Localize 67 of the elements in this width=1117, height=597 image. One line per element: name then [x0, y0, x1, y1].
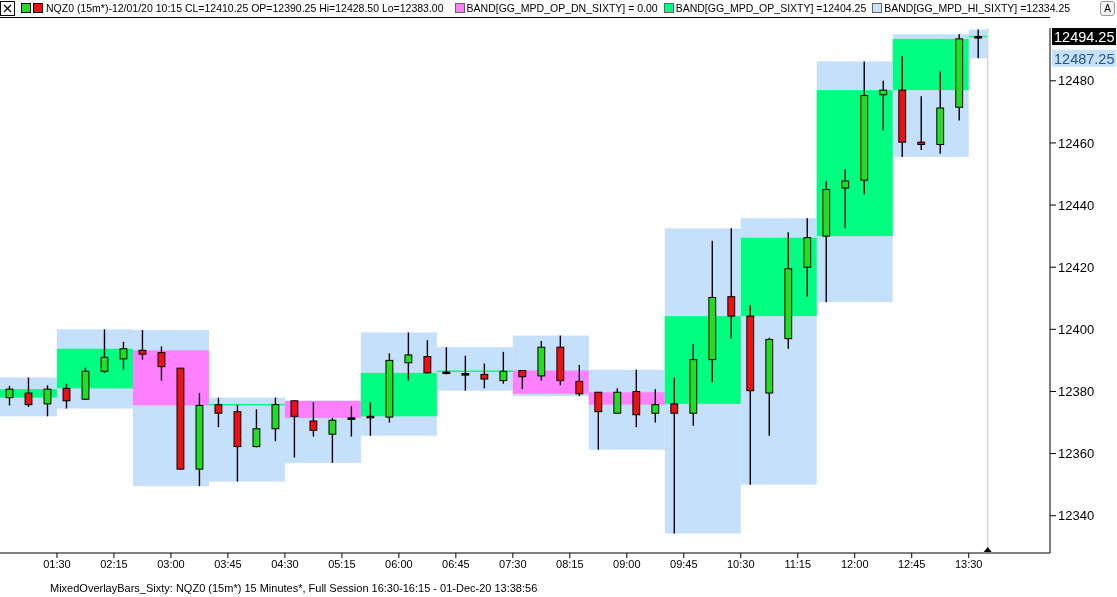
- candlestick: [461, 355, 470, 392]
- x-tick-label: 07:30: [499, 557, 527, 570]
- text: MixedOverlayBars_Sixty: NQZ0 (15m*) 15 Minutes*, Full Session 16:30-16:15 - 01-Dec-20 13:38:56: [50, 582, 538, 594]
- bar: [284, 400, 361, 418]
- bar: [816, 90, 893, 237]
- y-tick-label: 12360: [1058, 446, 1095, 462]
- candlestick: [5, 385, 14, 407]
- y-tick-label: 12340: [1058, 508, 1095, 524]
- candlestick: [309, 401, 318, 438]
- candlestick: [347, 405, 356, 438]
- x-tick-label: 05:15: [328, 557, 356, 570]
- candlestick: [252, 408, 261, 449]
- candlestick: [290, 400, 299, 459]
- x-tick-label: 06:00: [385, 557, 413, 570]
- x-tick-label: 12:45: [897, 557, 926, 570]
- candlestick: [43, 384, 52, 418]
- candlestick: [879, 80, 888, 132]
- y-tick-label: 12440: [1058, 197, 1095, 213]
- x-tick-label: 01:30: [43, 557, 71, 570]
- legend-label: BAND[GG_MPD_HI_SIXTY] =12334.25: [884, 2, 1071, 14]
- x-tick-label: 09:45: [670, 557, 698, 570]
- x-tick-label: 11:15: [784, 557, 812, 570]
- candlestick: [632, 369, 641, 428]
- candlestick: [100, 328, 109, 374]
- candlestick: [119, 341, 128, 371]
- legend-label: BAND[GG_MPD_OP_SIXTY] =12404.25: [675, 2, 867, 14]
- text: 12487.25: [1054, 50, 1115, 67]
- candlestick: [480, 362, 489, 390]
- text: 12494.25: [1054, 29, 1115, 46]
- chart-title: NQZ0 (15m*)-12/01/20 10:15 CL=12410.25 OP=12390.25 Hi=12428.50 Lo=12383.00: [46, 2, 444, 14]
- candlestick: [727, 227, 736, 340]
- candlestick: [670, 376, 679, 535]
- candlestick: [594, 391, 603, 451]
- x-tick-label: 06:45: [442, 557, 470, 570]
- x-tick-label: 08:15: [556, 557, 584, 570]
- y-tick-label: 12480: [1058, 73, 1095, 89]
- candlestick: [974, 28, 983, 59]
- x-tick-label: 12:00: [840, 557, 869, 570]
- legend-label: BAND[GG_MPD_OP_DN_SIXTY] = 0.00: [466, 2, 658, 14]
- candlestick: [62, 383, 71, 410]
- x-tick-label: 04:30: [271, 557, 299, 570]
- candlestick: [651, 388, 660, 424]
- candlestick: [442, 346, 451, 376]
- candlestick: [499, 351, 508, 385]
- x-tick-label: 03:00: [157, 557, 185, 570]
- y-tick-label: 12380: [1058, 384, 1095, 400]
- x-tick-label: 03:45: [214, 557, 242, 570]
- x-tick-label: 09:00: [613, 557, 641, 570]
- candlestick: [157, 345, 166, 382]
- x-tick-label: 02:15: [100, 557, 128, 570]
- candlestick: [841, 168, 850, 230]
- candlestick: [575, 364, 584, 397]
- y-tick-label: 12400: [1058, 321, 1095, 337]
- y-tick-label: 12420: [1058, 259, 1095, 275]
- candlestick: [404, 331, 413, 382]
- x-tick-label: 13:30: [954, 557, 983, 570]
- candlestick: [518, 369, 527, 390]
- y-tick-label: 12460: [1058, 135, 1095, 151]
- candlestick: [917, 95, 926, 151]
- candlestick: [24, 376, 33, 408]
- x-tick-label: 10:30: [727, 557, 755, 570]
- candlestick: [138, 329, 147, 361]
- candlestick: [423, 339, 432, 375]
- candlestick: [613, 387, 622, 414]
- candlestick: [328, 417, 337, 464]
- candlestick: [214, 396, 223, 428]
- scale-button: A: [1100, 1, 1115, 16]
